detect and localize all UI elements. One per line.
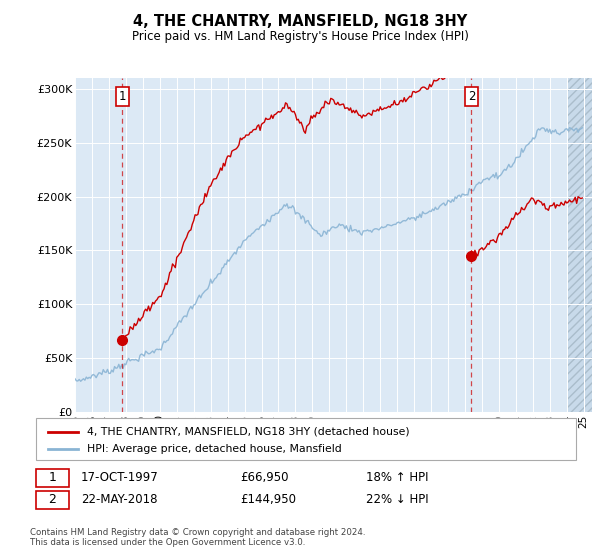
Text: 18% ↑ HPI: 18% ↑ HPI xyxy=(366,470,428,484)
Text: 17-OCT-1997: 17-OCT-1997 xyxy=(81,470,159,484)
Text: 22% ↓ HPI: 22% ↓ HPI xyxy=(366,493,428,506)
Text: 4, THE CHANTRY, MANSFIELD, NG18 3HY (detached house): 4, THE CHANTRY, MANSFIELD, NG18 3HY (det… xyxy=(87,427,410,437)
Text: 22-MAY-2018: 22-MAY-2018 xyxy=(81,493,157,506)
Text: Price paid vs. HM Land Registry's House Price Index (HPI): Price paid vs. HM Land Registry's House … xyxy=(131,30,469,43)
Text: 2: 2 xyxy=(468,90,475,103)
Bar xyxy=(567,68,600,412)
Text: £144,950: £144,950 xyxy=(240,493,296,506)
Text: 1: 1 xyxy=(49,470,56,484)
Text: £66,950: £66,950 xyxy=(240,470,289,484)
Text: HPI: Average price, detached house, Mansfield: HPI: Average price, detached house, Mans… xyxy=(87,444,342,454)
Text: 4, THE CHANTRY, MANSFIELD, NG18 3HY: 4, THE CHANTRY, MANSFIELD, NG18 3HY xyxy=(133,14,467,29)
Text: 1: 1 xyxy=(119,90,126,103)
Text: 2: 2 xyxy=(49,493,56,506)
Text: Contains HM Land Registry data © Crown copyright and database right 2024.
This d: Contains HM Land Registry data © Crown c… xyxy=(30,528,365,547)
